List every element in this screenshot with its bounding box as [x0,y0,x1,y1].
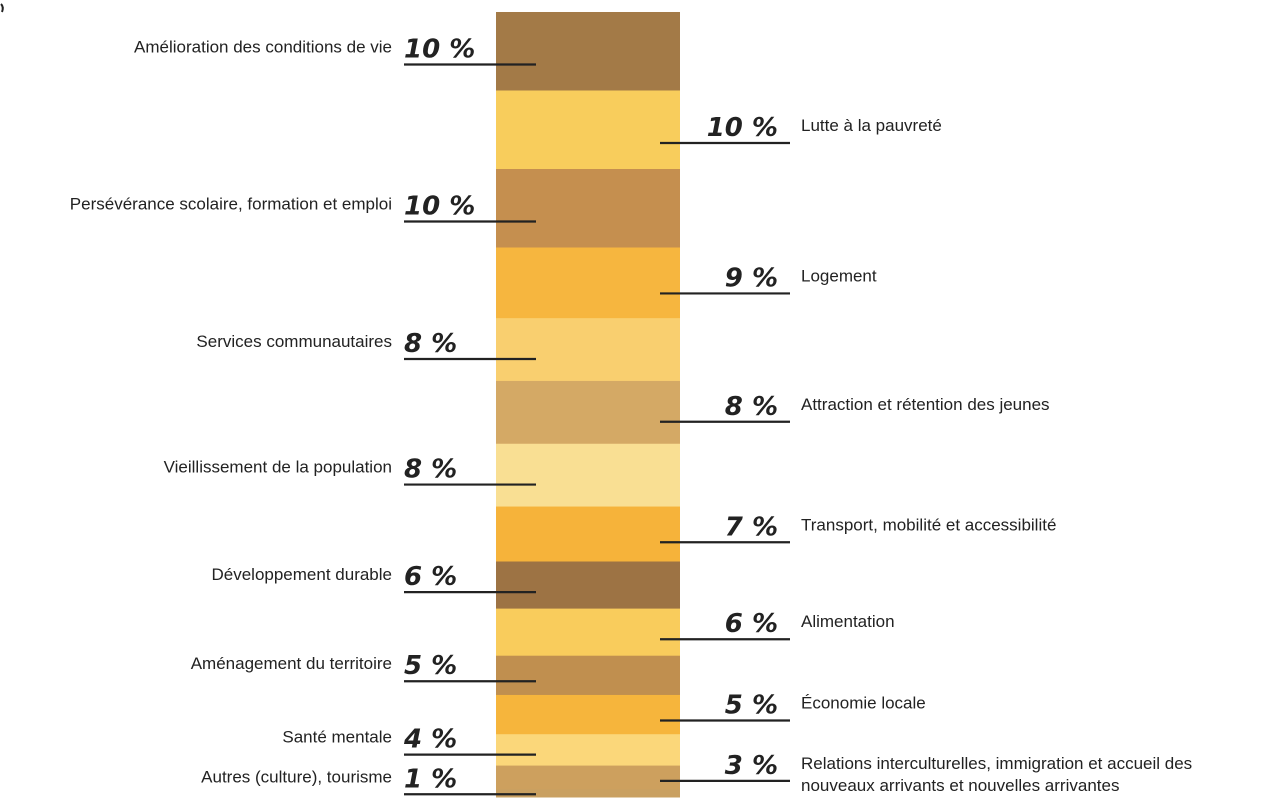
value-label: 10 % [707,113,778,143]
value-label: 8 % [404,329,457,359]
value-label: 8 % [725,392,778,422]
bar-segment [496,608,680,657]
bar-segment [496,789,680,798]
segment-labels: 10 % Amélioration des conditions de vie 10… [70,35,1192,795]
category-label: Transport, mobilité et accessibilité [801,515,1056,534]
category-label: Persévérance scolaire, formation et empl… [70,195,392,214]
corner-mark [0,0,6,13]
bar-segment [496,90,680,170]
value-label: 1 % [404,764,457,794]
bar-segment [496,655,680,696]
category-label: Lutte à la pauvreté [801,116,942,135]
category-label: Amélioration des conditions de vie [134,38,392,57]
category-label: Alimentation [801,612,895,631]
value-label: 3 % [725,751,778,781]
bar-segment [496,694,680,735]
value-label: 6 % [404,562,457,592]
value-label: 5 % [725,690,778,720]
category-label: Relations interculturelles, immigration … [801,754,1192,795]
category-label: Autres (culture), tourisme [201,767,392,786]
bar-segments [496,12,680,798]
category-label: Attraction et rétention des jeunes [801,395,1050,414]
category-label: Logement [801,266,877,285]
category-label: Vieillissement de la population [164,458,392,477]
bar-segment [496,247,680,319]
value-label: 8 % [404,455,457,485]
value-label: 9 % [725,263,778,293]
bar-segment [496,765,680,790]
category-label: Aménagement du territoire [191,654,392,673]
bar-segment [496,318,680,382]
bar-segment [496,12,680,91]
value-label: 10 % [404,35,475,65]
value-label: 6 % [725,609,778,639]
category-label: Services communautaires [196,332,392,351]
category-label: Développement durable [211,565,392,584]
category-label: Économie locale [801,693,926,712]
bar-segment [496,169,680,248]
connector-lines [404,63,790,796]
value-label: 5 % [404,651,457,681]
value-label: 4 % [403,725,457,755]
value-label: 10 % [404,192,475,222]
bar-segment [496,443,680,508]
bar-segment [496,380,680,445]
value-label: 7 % [725,512,778,542]
bar-segment [496,734,680,767]
category-label: Santé mentale [282,728,392,747]
bar-segment [496,561,680,610]
bar-segment [496,506,680,562]
